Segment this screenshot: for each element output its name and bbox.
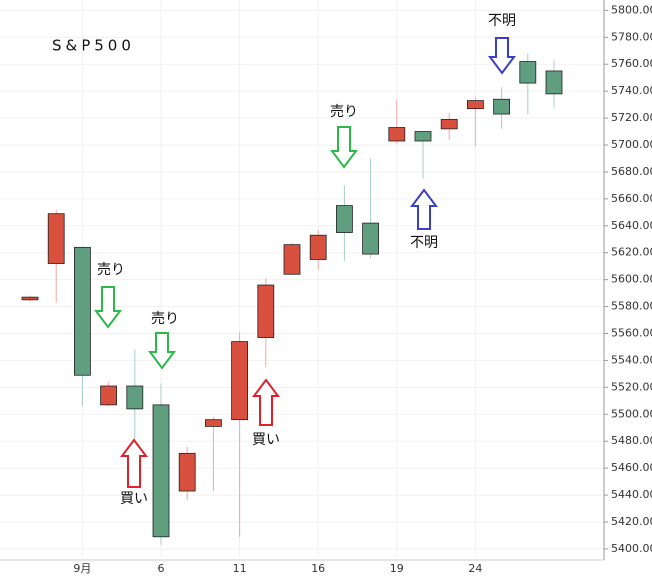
- candle-body: [493, 98, 511, 115]
- candle-body: [257, 284, 275, 338]
- y-tick-label: 5600.00: [611, 273, 652, 286]
- y-tick-label: 5660.00: [611, 192, 652, 205]
- annotation-arrow: [148, 332, 176, 370]
- y-tick-label: 5760.00: [611, 57, 652, 70]
- candle-body: [21, 296, 39, 301]
- candle-body: [74, 246, 91, 376]
- annotation-text: 不明: [488, 13, 516, 29]
- candle-body: [414, 131, 432, 142]
- annotation-arrow: [94, 286, 122, 329]
- candle-body: [335, 205, 353, 233]
- candle-body: [545, 70, 563, 95]
- candle-body: [47, 213, 65, 264]
- x-tick-label: 11: [233, 562, 247, 575]
- annotation-arrow: [120, 438, 148, 488]
- y-tick-label: 5400.00: [611, 542, 652, 555]
- y-tick-label: 5680.00: [611, 165, 652, 178]
- chart-title: S&P500: [52, 37, 135, 55]
- y-tick-label: 5540.00: [611, 353, 652, 366]
- annotation-arrow: [330, 126, 358, 169]
- y-tick-label: 5560.00: [611, 327, 652, 340]
- annotation-text: 売り: [330, 104, 358, 120]
- candle-body: [440, 119, 458, 130]
- annotation-text: 売り: [151, 311, 179, 327]
- y-tick-label: 5780.00: [611, 30, 652, 43]
- x-tick-label: 24: [468, 562, 482, 575]
- y-tick-label: 5740.00: [611, 84, 652, 97]
- candle-body: [519, 61, 537, 84]
- candle-body: [362, 222, 380, 255]
- candle-body: [204, 419, 222, 427]
- candle-body: [100, 385, 117, 406]
- candle-body: [466, 100, 484, 110]
- x-tick-label: 6: [158, 562, 165, 575]
- candle-body: [152, 404, 170, 538]
- y-tick-label: 5520.00: [611, 380, 652, 393]
- candle-body: [309, 234, 327, 260]
- y-tick-label: 5420.00: [611, 515, 652, 528]
- annotation-text: 買い: [252, 432, 280, 448]
- y-tick-label: 5580.00: [611, 300, 652, 313]
- y-tick-label: 5640.00: [611, 219, 652, 232]
- y-tick-label: 5480.00: [611, 434, 652, 447]
- x-tick-label: 9月: [73, 562, 91, 575]
- y-tick-label: 5500.00: [611, 407, 652, 420]
- annotation-arrow: [252, 378, 280, 426]
- y-tick-label: 5460.00: [611, 461, 652, 474]
- candle-body: [283, 244, 301, 275]
- annotation-arrow: [488, 37, 516, 75]
- candle-body: [388, 127, 406, 142]
- annotation-text: 売り: [97, 262, 125, 278]
- y-tick-label: 5440.00: [611, 488, 652, 501]
- candle-body: [231, 341, 249, 421]
- y-tick-label: 5620.00: [611, 246, 652, 259]
- y-tick-label: 5800.00: [611, 3, 652, 16]
- annotation-text: 買い: [120, 491, 148, 507]
- candle-body: [178, 452, 196, 492]
- annotation-text: 不明: [410, 235, 438, 251]
- x-tick-label: 16: [311, 562, 325, 575]
- candle-body: [126, 385, 144, 410]
- y-tick-label: 5720.00: [611, 111, 652, 124]
- x-tick-label: 19: [390, 562, 404, 575]
- annotation-arrow: [410, 188, 438, 230]
- y-tick-label: 5700.00: [611, 138, 652, 151]
